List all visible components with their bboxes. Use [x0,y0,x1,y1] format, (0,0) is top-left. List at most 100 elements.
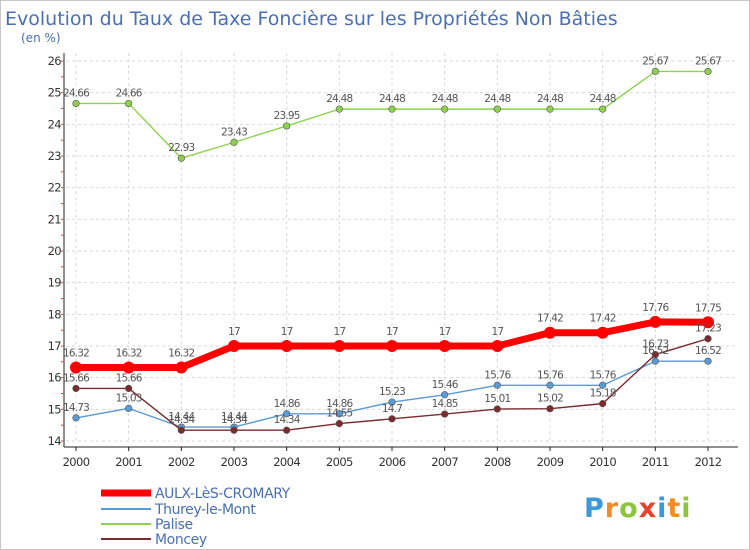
data-point [386,340,398,352]
data-label: 14.73 [63,402,89,414]
data-point [175,361,188,374]
legend-label: Palise [155,517,193,533]
data-label: 15.18 [590,388,616,400]
data-point [72,384,80,393]
x-tick-label: 2003 [221,455,248,469]
data-label: 17 [333,326,345,338]
data-label: 17 [281,326,293,338]
chart-title: Evolution du Taux de Taxe Foncière sur l… [5,8,618,30]
data-label: 24.48 [379,93,405,105]
data-label: 24.66 [63,87,90,99]
grid-layer [66,53,738,443]
series-palise [72,67,712,162]
data-label: 22.93 [168,142,194,154]
data-label: 23.95 [274,110,300,122]
data-point [599,381,607,389]
x-tick-label: 2006 [379,455,406,469]
x-tick-label: 2007 [431,455,458,469]
data-point [125,384,133,393]
data-label: 14.86 [326,398,353,410]
data-point [491,340,504,352]
data-point [546,381,554,389]
data-label: 17.42 [537,313,563,325]
y-tick-label: 22 [48,181,62,195]
series-aulx-l-s-cromary [70,315,714,374]
legend: AULX-LèS-CROMARYThurey-le-MontPaliseMonc… [101,486,291,548]
y-tick-label: 17 [48,339,62,353]
data-label: 14.86 [274,398,301,410]
data-label: 16.52 [695,345,721,357]
data-label: 15.03 [116,392,142,404]
data-label: 15.66 [63,372,90,384]
data-point [704,335,712,343]
data-point [228,340,240,352]
data-label: 15.76 [484,369,511,381]
series-moncey [72,335,712,434]
proxiti-logo: Proxiti [584,493,692,524]
data-label: 24.48 [484,93,510,105]
data-point [546,105,554,113]
data-point [704,357,712,365]
data-point [230,426,238,434]
data-point [280,340,293,352]
data-point [649,315,662,328]
data-label: 14.55 [326,408,352,420]
series-thurey-le-mont [72,357,712,431]
data-label: 14.44 [221,411,248,423]
data-point [544,326,556,339]
data-point [493,405,501,413]
svg-text:Proxiti: Proxiti [584,493,692,524]
data-point [651,67,659,76]
data-label: 15.23 [379,386,405,398]
data-label: 14.34 [274,414,301,426]
data-label: 14.34 [221,414,248,426]
data-point [177,154,185,162]
data-point [546,405,554,413]
data-point [596,326,609,339]
data-point [177,426,185,434]
data-point [125,404,133,412]
y-tick-label: 16 [48,371,62,385]
data-label: 17 [491,326,503,338]
x-tick-label: 2005 [326,455,353,469]
x-tick-label: 2000 [63,455,90,469]
data-point [493,105,501,113]
y-tick-label: 15 [48,402,62,416]
y-tick-label: 14 [48,434,62,448]
data-point [283,122,291,130]
legend-label: Moncey [155,532,207,548]
data-label-layer: 14.73 15.03 14.44 14.44 14.86 14.86 15.23 15.46… [63,55,722,426]
x-tick-label: 2008 [484,455,511,469]
data-point [441,391,449,399]
data-label: 16.73 [642,339,668,351]
data-point [333,340,346,352]
y-tick-label: 23 [48,149,62,163]
legend-label: AULX-LèS-CROMARY [155,486,291,502]
y-axis-unit-label: (en %) [21,31,61,45]
data-label: 17 [228,326,240,338]
data-label: 17.75 [695,302,721,314]
data-label: 15.02 [537,393,563,405]
data-label: 14.85 [432,398,458,410]
data-label: 14.34 [168,414,195,426]
x-tick-label: 2002 [168,455,195,469]
data-point [125,99,133,108]
x-tick-label: 2004 [273,455,300,469]
y-tick-label: 25 [48,86,62,100]
data-point [230,138,238,146]
data-label: 17.23 [695,323,721,335]
data-label: 15.76 [590,369,617,381]
data-point [702,316,714,329]
data-label: 17 [439,326,451,338]
data-label: 16.32 [63,348,89,360]
data-point [388,415,396,423]
y-tick-label: 20 [48,244,62,258]
data-label: 24.48 [537,93,563,105]
data-label: 14.44 [168,411,195,423]
data-label: 25.67 [695,55,721,67]
y-tick-label: 19 [48,276,62,290]
data-label: 23.43 [221,126,247,138]
y-tick-label: 18 [48,307,62,321]
data-point [72,414,80,422]
